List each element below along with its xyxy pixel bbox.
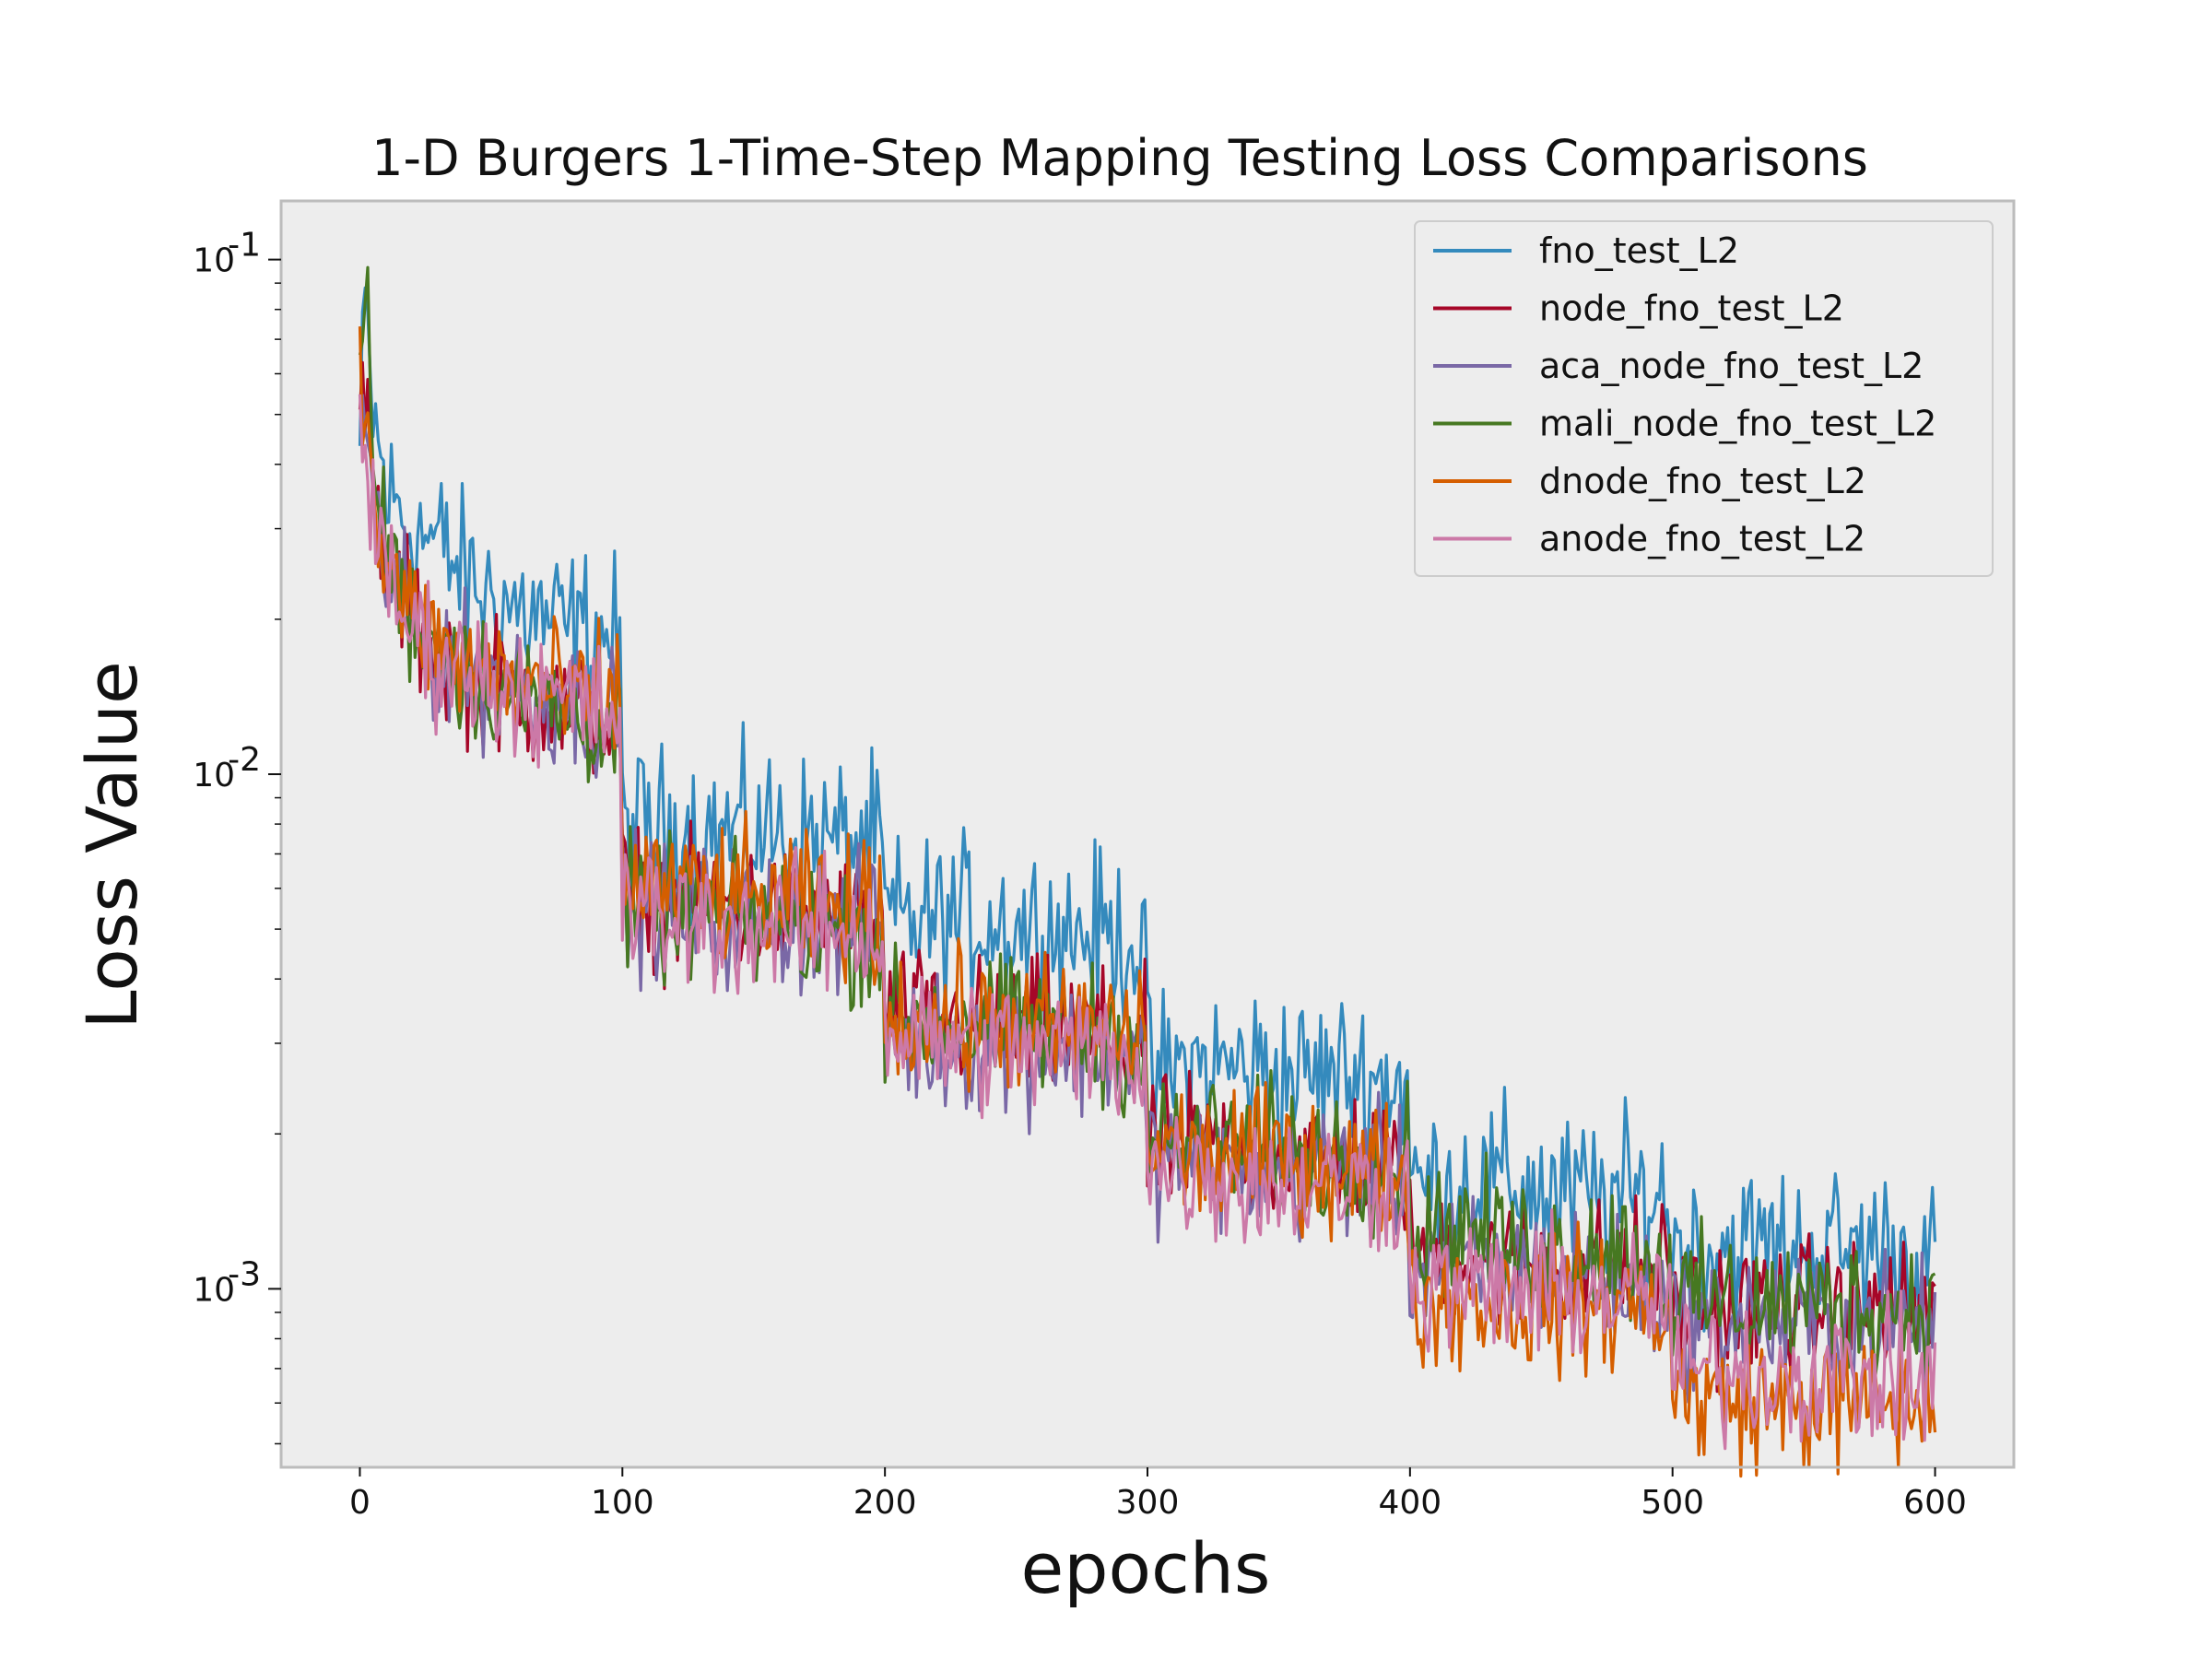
series-line-anode_fno_test_L2 xyxy=(358,394,1937,1451)
x-tick-label: 0 xyxy=(349,1484,371,1522)
y-tick-exponent: -1 xyxy=(228,227,261,265)
y-tick-label: 10 xyxy=(193,757,235,794)
x-tick-label: 400 xyxy=(1378,1484,1441,1522)
legend-label: node_fno_test_L2 xyxy=(1539,288,1844,329)
y-axis-label: Loss Value xyxy=(71,661,153,1030)
x-tick-label: 300 xyxy=(1116,1484,1180,1522)
legend-label: fno_test_L2 xyxy=(1539,230,1739,271)
legend-box xyxy=(1414,220,1994,577)
y-tick-label: 10 xyxy=(193,1271,235,1309)
chart-title: 1-D Burgers 1-Time-Step Mapping Testing … xyxy=(371,129,1868,187)
x-axis-ticks: 0 100 200 300 400 500 600 xyxy=(349,1467,1967,1522)
x-tick-label: 600 xyxy=(1903,1484,1967,1522)
x-tick-label: 100 xyxy=(591,1484,654,1522)
legend-label: aca_node_fno_test_L2 xyxy=(1539,346,1924,386)
y-tick-exponent: -3 xyxy=(228,1255,261,1293)
x-tick-label: 500 xyxy=(1641,1484,1704,1522)
legend-label: dnode_fno_test_L2 xyxy=(1539,461,1866,501)
x-tick-label: 200 xyxy=(853,1484,917,1522)
legend-label: anode_fno_test_L2 xyxy=(1539,519,1865,559)
series-layer xyxy=(358,265,1937,1478)
y-tick-label: 10 xyxy=(193,242,235,280)
legend-label: mali_node_fno_test_L2 xyxy=(1539,404,1936,444)
x-axis-label: epochs xyxy=(1020,1527,1270,1609)
legend: fno_test_L2 node_fno_test_L2 aca_node_fno_… xyxy=(1414,220,1994,577)
y-axis-ticks: 10-110-210-3 xyxy=(193,227,281,1445)
y-tick-exponent: -2 xyxy=(228,741,261,779)
